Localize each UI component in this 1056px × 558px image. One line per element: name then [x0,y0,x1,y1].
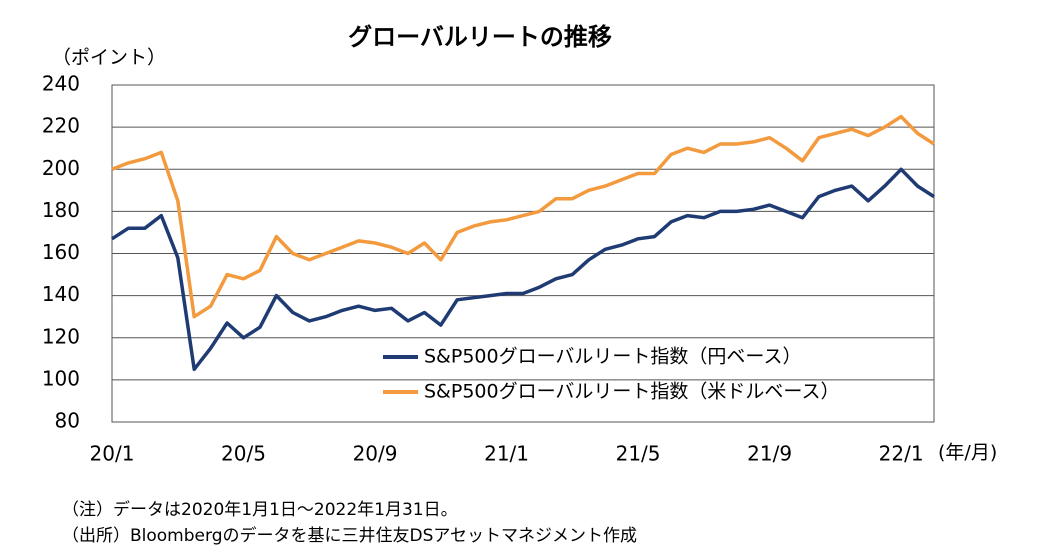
x-tick-label: 20/1 [90,442,135,466]
y-tick-label: 200 [42,156,80,180]
x-axis-label: (年/月) [938,442,997,464]
x-tick-label: 21/1 [484,442,529,466]
x-tick-label: 21/9 [747,442,792,466]
note: （出所）Bloombergのデータを基に三井住友DSアセットマネジメント作成 [62,525,637,546]
x-tick-label: 20/9 [353,442,398,466]
plot-border [111,84,935,423]
y-tick-label: 160 [42,240,80,264]
y-tick-label: 80 [55,409,80,433]
line [111,167,935,372]
x-tick-label: 21/5 [616,442,661,466]
y-axis-label: （ポイント） [52,47,166,69]
y-tick-label: 120 [42,324,80,348]
chart-title: グローバルリートの推移 [348,23,612,51]
line [111,114,935,319]
legend-label: S&P500グローバルリート指数（円ベース） [424,346,801,368]
x-tick-label: 22/1 [879,442,924,466]
x-tick-label: 20/5 [221,442,266,466]
legend-label: S&P500グローバルリート指数（米ドルベース） [424,381,839,403]
y-tick-label: 240 [42,72,80,96]
y-tick-label: 100 [42,366,80,390]
note: （注）データは2020年1月1日～2022年1月31日。 [62,499,458,520]
y-tick-label: 220 [42,114,80,138]
y-tick-label: 180 [42,198,80,222]
y-tick-label: 140 [42,282,80,306]
